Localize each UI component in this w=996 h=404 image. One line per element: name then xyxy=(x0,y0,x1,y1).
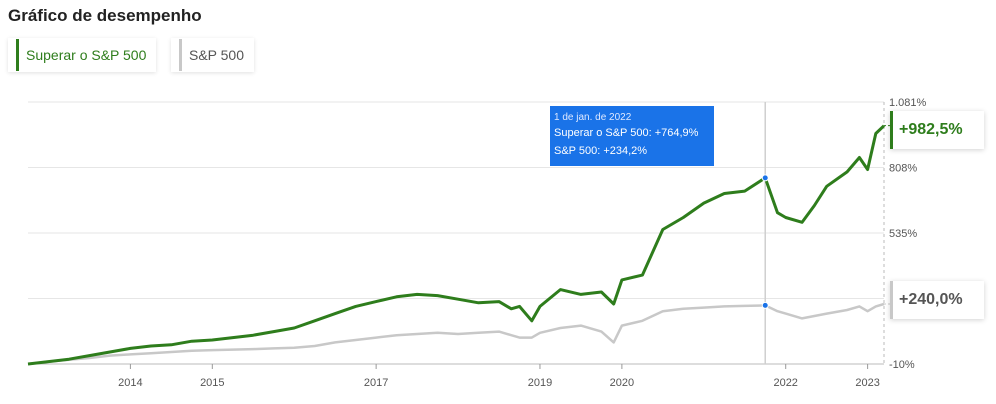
x-tick-label: 2015 xyxy=(200,377,224,389)
hover-tooltip: 1 de jan. de 2022 Superar o S&P 500: +76… xyxy=(550,106,714,166)
hover-marker xyxy=(761,174,769,182)
end-value-badge-superar: +982,5% xyxy=(890,111,984,149)
y-tick-label: 1.081% xyxy=(889,97,927,109)
y-tick-label: 535% xyxy=(889,228,917,240)
series-line-superar-sp500 xyxy=(27,124,886,366)
chart-title: Gráfico de desempenho xyxy=(8,6,202,25)
end-value: +982,5% xyxy=(899,121,963,138)
legend-item-sp500[interactable]: S&P 500 xyxy=(171,38,255,72)
x-tick-label: 2017 xyxy=(364,377,388,389)
y-tick-label: -10% xyxy=(889,359,915,371)
x-tick-label: 2020 xyxy=(610,377,634,389)
hover-marker xyxy=(761,301,769,309)
tooltip-date: 1 de jan. de 2022 xyxy=(554,112,632,123)
x-tick-label: 2014 xyxy=(118,377,142,389)
legend-label: Superar o S&P 500 xyxy=(26,47,147,63)
series-line-sp500 xyxy=(27,302,885,366)
badge-color-bar xyxy=(890,281,893,319)
x-tick-label: 2022 xyxy=(773,377,797,389)
tooltip-line-sp500: S&P 500: +234,2% xyxy=(554,145,648,157)
legend-item-superar-sp500[interactable]: Superar o S&P 500 xyxy=(8,38,157,72)
tooltip-line-superar: Superar o S&P 500: +764,9% xyxy=(554,127,699,139)
x-tick-label: 2023 xyxy=(855,377,879,389)
legend-color-bar xyxy=(16,39,19,71)
y-tick-label: 808% xyxy=(889,163,917,175)
x-tick-label: 2019 xyxy=(528,377,552,389)
legend-label: S&P 500 xyxy=(189,47,245,63)
legend-color-bar xyxy=(179,39,182,71)
end-value-badge-sp500: +240,0% xyxy=(890,281,984,319)
end-value: +240,0% xyxy=(899,291,963,308)
badge-color-bar xyxy=(890,111,893,149)
